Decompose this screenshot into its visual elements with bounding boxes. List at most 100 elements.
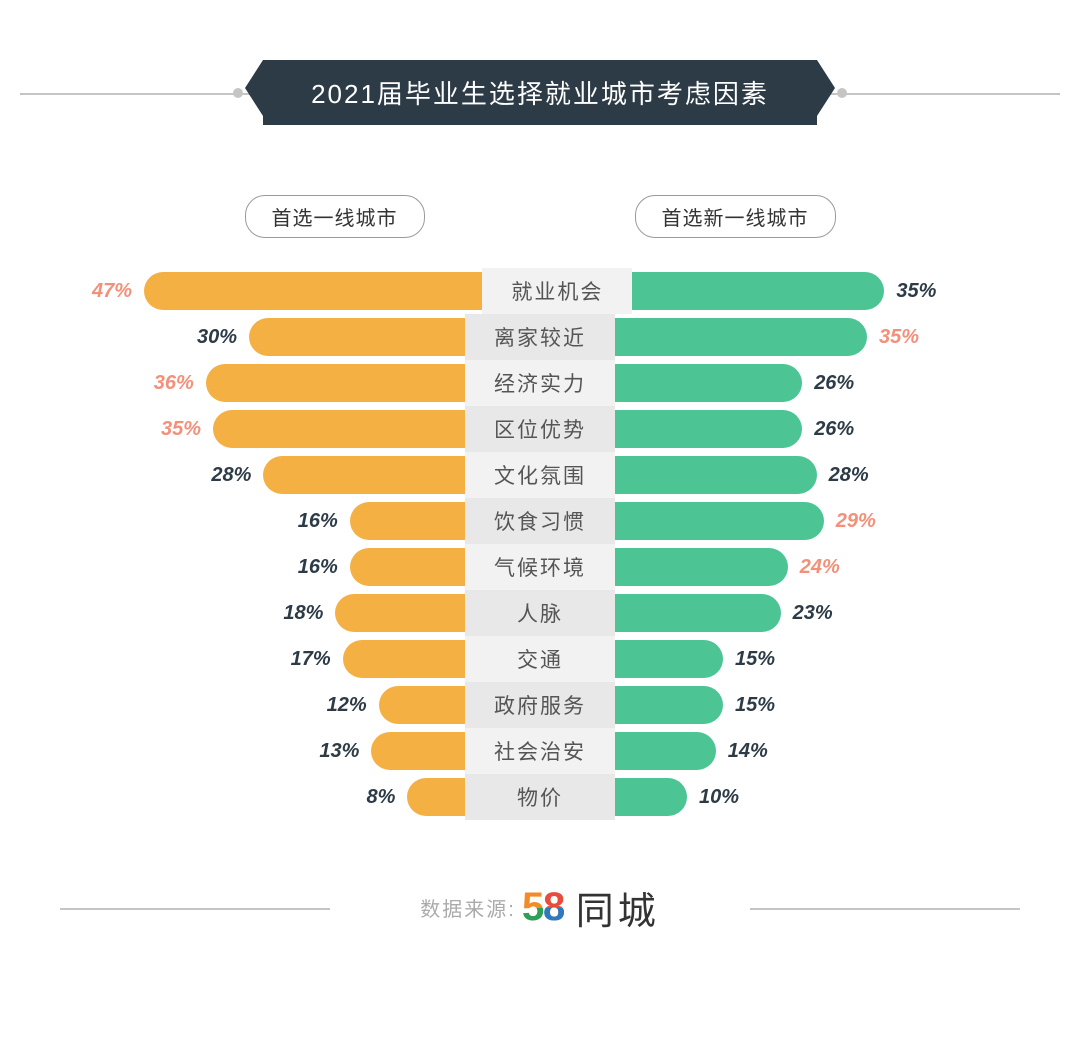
logo-text: 同城 xyxy=(576,880,660,935)
right-value: 26% xyxy=(802,418,866,441)
category-label: 社会治安 xyxy=(465,728,615,774)
right-side: 23% xyxy=(615,590,1000,636)
left-value: 12% xyxy=(315,694,379,717)
chart-row: 8% 物价 10% xyxy=(80,774,1000,820)
left-bar xyxy=(350,502,465,540)
left-side: 8% xyxy=(80,774,465,820)
logo-58tongcheng: 5 5 8 8 xyxy=(522,886,566,930)
right-bar xyxy=(615,318,867,356)
left-side: 16% xyxy=(80,498,465,544)
chart-title: 2021届毕业生选择就业城市考虑因素 xyxy=(263,60,817,125)
chart-row: 18% 人脉 23% xyxy=(80,590,1000,636)
right-bar xyxy=(632,272,884,310)
left-value: 18% xyxy=(271,602,335,625)
title-banner-wrap: 2021届毕业生选择就业城市考虑因素 xyxy=(0,60,1080,125)
column-headers: 首选一线城市 首选新一线城市 xyxy=(0,195,1080,238)
chart-row: 47% 就业机会 35% xyxy=(80,268,1000,314)
category-label: 气候环境 xyxy=(465,544,615,590)
chart-row: 36% 经济实力26% xyxy=(80,360,1000,406)
footer-rule-left xyxy=(60,908,330,910)
right-bar xyxy=(615,548,788,586)
right-bar xyxy=(615,456,817,494)
title-dot-left xyxy=(233,88,243,98)
right-bar xyxy=(615,732,716,770)
chart-row: 17%交通 15% xyxy=(80,636,1000,682)
right-bar xyxy=(615,778,687,816)
right-value: 14% xyxy=(716,740,780,763)
right-bar xyxy=(615,640,723,678)
left-side: 35% xyxy=(80,406,465,452)
right-value: 35% xyxy=(884,280,948,303)
left-value: 35% xyxy=(149,418,213,441)
logo-58-icon: 5 5 8 8 xyxy=(522,886,566,930)
chart-row: 28%文化氛围28% xyxy=(80,452,1000,498)
left-value: 16% xyxy=(286,556,350,579)
right-side: 26% xyxy=(615,360,1000,406)
right-side: 14% xyxy=(615,728,1000,774)
left-bar xyxy=(213,410,465,448)
right-side: 10% xyxy=(615,774,1000,820)
left-bar xyxy=(379,686,465,724)
right-value: 15% xyxy=(723,648,787,671)
right-side: 24% xyxy=(615,544,1000,590)
left-bar xyxy=(350,548,465,586)
right-bar xyxy=(615,594,781,632)
left-side: 28% xyxy=(80,452,465,498)
category-label: 人脉 xyxy=(465,590,615,636)
category-label: 交通 xyxy=(465,636,615,682)
left-value: 8% xyxy=(355,786,408,809)
right-bar xyxy=(615,686,723,724)
right-column-header: 首选新一线城市 xyxy=(635,195,836,238)
left-bar xyxy=(144,272,482,310)
right-side: 28% xyxy=(615,452,1000,498)
right-value: 24% xyxy=(788,556,852,579)
left-value: 28% xyxy=(199,464,263,487)
left-side: 17% xyxy=(80,636,465,682)
left-bar xyxy=(407,778,465,816)
right-side: 35% xyxy=(615,314,1000,360)
left-bar xyxy=(263,456,465,494)
right-side: 35% xyxy=(632,268,1000,314)
right-side: 29% xyxy=(615,498,1000,544)
chart-row: 16% 气候环境 24% xyxy=(80,544,1000,590)
category-label: 经济实力 xyxy=(465,360,615,406)
left-value: 36% xyxy=(142,372,206,395)
category-label: 离家较近 xyxy=(465,314,615,360)
left-bar xyxy=(343,640,465,678)
right-side: 15% xyxy=(615,636,1000,682)
left-value: 16% xyxy=(286,510,350,533)
category-label: 饮食习惯 xyxy=(465,498,615,544)
left-side: 36% xyxy=(80,360,465,406)
right-side: 15% xyxy=(615,682,1000,728)
category-label: 就业机会 xyxy=(482,268,632,314)
right-bar xyxy=(615,502,824,540)
left-side: 16% xyxy=(80,544,465,590)
left-side: 12% xyxy=(80,682,465,728)
right-value: 15% xyxy=(723,694,787,717)
title-dot-right xyxy=(837,88,847,98)
data-source: 数据来源: 5 5 8 8 同城 xyxy=(410,880,670,935)
right-side: 26% xyxy=(615,406,1000,452)
right-value: 23% xyxy=(781,602,845,625)
right-value: 10% xyxy=(687,786,751,809)
left-bar xyxy=(371,732,465,770)
right-value: 29% xyxy=(824,510,888,533)
left-side: 13% xyxy=(80,728,465,774)
left-side: 30% xyxy=(80,314,465,360)
left-value: 13% xyxy=(307,740,371,763)
left-bar xyxy=(335,594,465,632)
category-label: 政府服务 xyxy=(465,682,615,728)
diverging-bar-chart: 47%就业机会35%30%离家较近35%36%经济实力26%35%区位优势26%… xyxy=(80,268,1000,820)
chart-row: 35%区位优势26% xyxy=(80,406,1000,452)
left-bar xyxy=(249,318,465,356)
left-bar xyxy=(206,364,465,402)
right-value: 28% xyxy=(817,464,881,487)
category-label: 物价 xyxy=(465,774,615,820)
footer: 数据来源: 5 5 8 8 同城 xyxy=(0,880,1080,935)
right-bar xyxy=(615,410,802,448)
left-value: 47% xyxy=(80,280,144,303)
left-side: 47% xyxy=(80,268,482,314)
chart-row: 30%离家较近35% xyxy=(80,314,1000,360)
footer-rule-right xyxy=(750,908,1020,910)
right-bar xyxy=(615,364,802,402)
